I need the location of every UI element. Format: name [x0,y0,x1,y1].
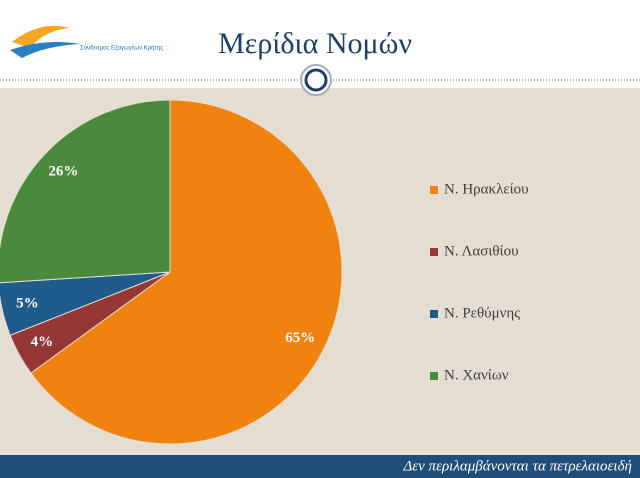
logo-swoosh [10,42,80,58]
logo-text: Σύνδεσμος Εξαγωγέων Κρήτης [80,45,163,52]
logo-swoosh [12,25,70,48]
legend-swatch [430,372,438,380]
chart-title: Μερίδια Νομών [218,27,412,60]
legend-label: Ν. Χανίων [444,367,509,383]
legend-label: Ν. Ηρακλείου [444,181,529,197]
data-label: 5% [16,295,39,311]
legend-swatch [430,310,438,318]
legend-swatch [430,186,438,194]
legend-swatch [430,248,438,256]
legend-label: Ν. Λασιθίου [444,243,519,259]
pie-slice [0,271,171,336]
legend-label: Ν. Ρεθύμνης [444,305,520,321]
data-label: 65% [285,330,315,346]
ornament [304,68,328,92]
pie-slice [30,99,343,445]
data-label: 4% [31,334,54,350]
footer-text: Δεν περιλαμβάνονται τα πετρελαιοειδή [402,458,632,474]
footer-bar [0,455,640,478]
pie-slice [0,99,171,284]
data-label: 26% [48,163,78,179]
